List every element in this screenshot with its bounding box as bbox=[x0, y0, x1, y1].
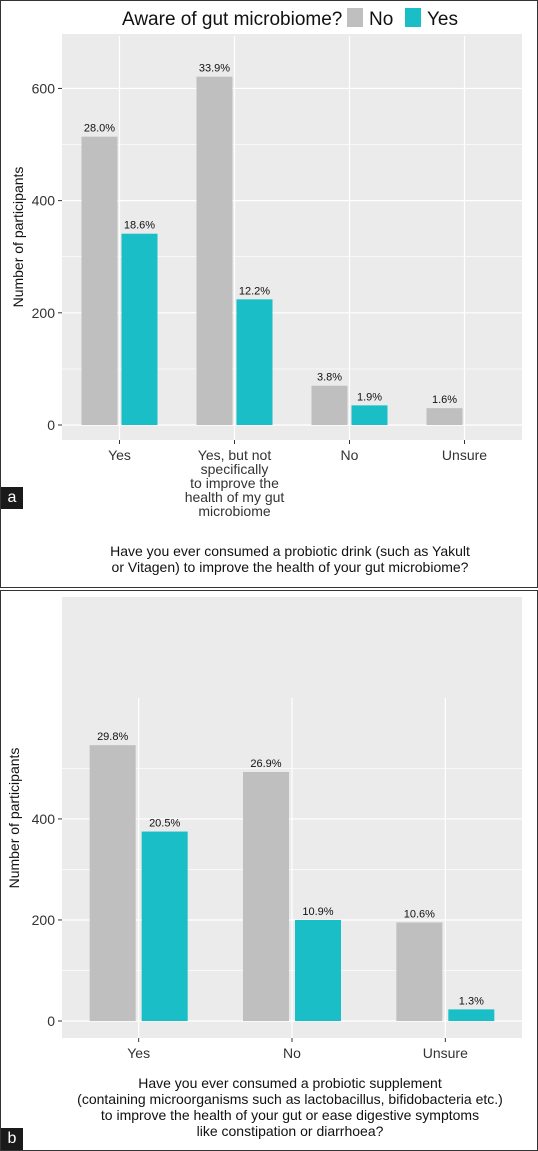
x-tick-label-a: Yes bbox=[108, 447, 131, 463]
bar-a-yes bbox=[121, 233, 158, 425]
data-label-b: 20.5% bbox=[149, 818, 180, 830]
x-tick-label-a: to improve the bbox=[190, 475, 279, 491]
y-tick-label-a: 200 bbox=[32, 305, 56, 321]
x-axis-label-a: Have you ever consumed a probiotic drink… bbox=[110, 543, 470, 575]
panel-letter-a: a bbox=[1, 487, 23, 509]
data-label-b: 1.3% bbox=[459, 995, 484, 1007]
y-tick-label-a: 400 bbox=[32, 193, 56, 209]
y-tick-label-b: 0 bbox=[47, 1013, 55, 1029]
x-axis-label-line-b: Have you ever consumed a probiotic suppl… bbox=[138, 1075, 442, 1091]
grid-b bbox=[62, 698, 522, 1038]
bars-b: 29.8% 26.9% 10.6% 20.5% 10.9% 1.3% bbox=[89, 731, 495, 1021]
bar-a-no bbox=[196, 76, 233, 426]
y-ticks-b: 0 200 400 bbox=[32, 811, 62, 1029]
bar-b-yes bbox=[295, 919, 341, 1021]
y-axis-label-a: Number of participants bbox=[10, 167, 26, 308]
panel-letter-b: b bbox=[1, 1128, 23, 1150]
bar-a-yes bbox=[351, 405, 388, 425]
bar-a-yes bbox=[236, 299, 273, 425]
x-tick-label-b: No bbox=[283, 1045, 301, 1061]
x-axis-label-line-b: like constipation or diarrhoea? bbox=[197, 1123, 384, 1139]
y-tick-label-a: 600 bbox=[32, 80, 56, 96]
data-label-b: 10.9% bbox=[302, 906, 333, 918]
y-tick-label-a: 0 bbox=[47, 417, 55, 433]
data-label-b: 26.9% bbox=[250, 758, 281, 770]
bar-b-no bbox=[243, 771, 289, 1021]
y-tick-label-b: 400 bbox=[32, 811, 56, 827]
bar-b-no bbox=[89, 745, 136, 1021]
data-label-a: 12.2% bbox=[239, 285, 270, 297]
x-tick-label-a: specifically bbox=[201, 461, 269, 477]
x-axis-label-line-a: or Vitagen) to improve the health of you… bbox=[112, 559, 469, 575]
x-tick-label-a: No bbox=[341, 447, 359, 463]
data-label-a: 33.9% bbox=[199, 63, 230, 75]
x-ticks-b: Yes No Unsure bbox=[127, 1038, 468, 1061]
data-label-a: 18.6% bbox=[124, 220, 155, 232]
legend-label-yes: Yes bbox=[427, 9, 458, 30]
x-tick-label-a: Unsure bbox=[442, 447, 487, 463]
legend-label-no: No bbox=[369, 9, 393, 30]
legend: Aware of gut microbiome? No Yes bbox=[122, 8, 458, 30]
legend-swatch-no bbox=[347, 8, 363, 27]
x-tick-label-b: Yes bbox=[127, 1045, 150, 1061]
legend-title: Aware of gut microbiome? bbox=[122, 9, 342, 30]
x-tick-label-b: Unsure bbox=[423, 1045, 468, 1061]
bars-a: 28.0% 33.9% 3.8% 1.6% 18.6% 12.2% 1.9% bbox=[81, 63, 463, 426]
bar-b-yes bbox=[448, 1009, 495, 1021]
data-label-a: 28.0% bbox=[84, 123, 115, 135]
bar-a-no bbox=[81, 136, 118, 425]
bar-b-no bbox=[396, 922, 443, 1021]
legend-swatch-yes bbox=[405, 8, 421, 27]
data-label-b: 29.8% bbox=[97, 731, 128, 743]
x-tick-label-a: microbiome bbox=[198, 503, 271, 519]
data-label-a: 3.8% bbox=[317, 372, 342, 384]
y-axis-label-b: Number of participants bbox=[6, 748, 22, 889]
x-axis-label-line-b: to improve the health of your gut or eas… bbox=[101, 1107, 479, 1123]
bar-b-yes bbox=[141, 831, 188, 1021]
bar-a-no bbox=[426, 408, 463, 425]
x-axis-label-line-b: (containing microorganisms such as lacto… bbox=[77, 1091, 503, 1107]
data-label-b: 10.6% bbox=[404, 908, 435, 920]
x-axis-label-b: Have you ever consumed a probiotic suppl… bbox=[77, 1075, 503, 1139]
data-label-a: 1.9% bbox=[357, 391, 382, 403]
bar-a-no bbox=[311, 385, 348, 425]
x-axis-label-line-a: Have you ever consumed a probiotic drink… bbox=[110, 543, 470, 559]
y-ticks-a: 0 200 400 600 bbox=[32, 80, 62, 433]
x-tick-label-a: health of my gut bbox=[185, 489, 285, 505]
y-tick-label-b: 200 bbox=[32, 912, 56, 928]
data-label-a: 1.6% bbox=[432, 394, 457, 406]
x-tick-label-a: Yes, but not bbox=[198, 447, 272, 463]
